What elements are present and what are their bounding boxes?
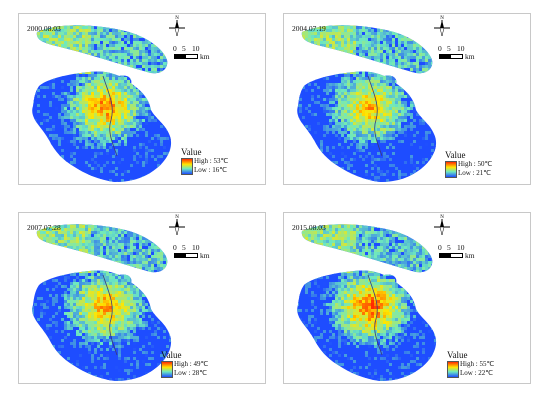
map-panel: 2000.08.03 N 0 5 10 km Value High : 53℃ … [18,13,266,185]
map-panel: 2007.07.28 N 0 5 10 km Value High : 49℃ … [18,212,266,384]
scale-tick-5: 5 [447,243,451,252]
legend-color-ramp [181,158,193,175]
legend: Value High : 50℃ Low : 21℃ [445,150,492,178]
scale-tick-5: 5 [182,243,186,252]
scale-tick-10: 10 [457,44,465,53]
legend-color-ramp [445,161,457,178]
legend-title: Value [445,150,466,160]
map-panel: 2015.08.03 N 0 5 10 km Value High : 55℃ … [283,212,531,384]
scale-tick-0: 0 [438,243,442,252]
scale-tick-0: 0 [173,44,177,53]
panel-date-label: 2007.07.28 [27,223,61,232]
legend-title: Value [181,147,202,157]
scale-unit: km [465,251,475,260]
lst-map [32,224,172,381]
scale-unit: km [465,52,475,61]
legend-high-label: High : 50℃ [458,160,493,168]
svg-text:N: N [175,16,179,21]
panel-date-label: 2000.08.03 [27,24,61,33]
legend: Value High : 55℃ Low : 22℃ [447,350,494,378]
lst-map [32,25,172,182]
lst-map [297,224,437,381]
north-arrow-icon: N [431,214,453,238]
map-panel: 2004.07.19 N 0 5 10 km Value High : 50℃ … [283,13,531,185]
north-arrow-icon: N [431,15,453,39]
legend-high-label: High : 55℃ [460,360,495,368]
legend: Value High : 49℃ Low : 28℃ [161,350,208,378]
scale-tick-10: 10 [192,44,200,53]
scale-tick-5: 5 [182,44,186,53]
north-arrow-icon: N [166,214,188,238]
scale-tick-5: 5 [447,44,451,53]
legend-title: Value [161,350,182,360]
scale-tick-0: 0 [173,243,177,252]
legend-color-ramp [447,361,459,378]
svg-text:N: N [440,16,444,21]
lst-map [297,25,437,182]
legend-high-label: High : 53℃ [194,157,229,165]
scale-unit: km [200,52,210,61]
north-arrow-icon: N [166,15,188,39]
legend-low-label: Low : 21℃ [458,169,492,177]
legend-title: Value [447,350,468,360]
scale-tick-10: 10 [457,243,465,252]
legend-low-label: Low : 16℃ [194,166,228,174]
panel-date-label: 2004.07.19 [292,24,326,33]
legend-low-label: Low : 28℃ [174,369,208,377]
legend-high-label: High : 49℃ [174,360,209,368]
scale-unit: km [200,251,210,260]
legend: Value High : 53℃ Low : 16℃ [181,147,228,175]
scale-tick-10: 10 [192,243,200,252]
legend-low-label: Low : 22℃ [460,369,494,377]
panel-date-label: 2015.08.03 [292,223,326,232]
scale-tick-0: 0 [438,44,442,53]
legend-color-ramp [161,361,173,378]
